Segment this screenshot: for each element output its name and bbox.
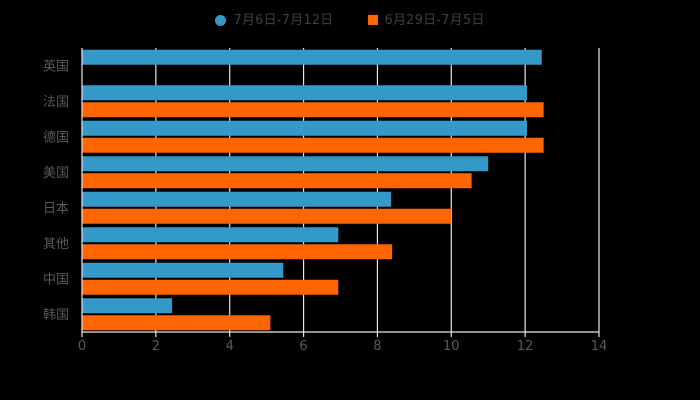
x-axis-tick-label: 12 bbox=[517, 339, 534, 354]
bar-current-韩国[interactable] bbox=[82, 298, 173, 314]
y-axis-label-其他: 其他 bbox=[43, 237, 69, 252]
circle-icon bbox=[215, 14, 227, 26]
x-axis-tick-labels: 0 2 4 6 8 10 12 14 bbox=[78, 339, 607, 354]
bar-current-美国[interactable] bbox=[82, 156, 489, 172]
bar-current-法国[interactable] bbox=[82, 85, 527, 101]
x-axis-tick-label: 0 bbox=[78, 339, 86, 354]
bar-previous-其他[interactable] bbox=[82, 244, 393, 260]
bar-current-日本[interactable] bbox=[82, 191, 392, 207]
y-axis-label-韩国: 韩国 bbox=[43, 308, 69, 323]
square-icon bbox=[367, 15, 378, 25]
bar-current-中国[interactable] bbox=[82, 262, 284, 278]
bar-previous-日本[interactable] bbox=[82, 208, 452, 224]
legend-label-current: 7月6日-7月12日 bbox=[233, 12, 334, 28]
bar-previous-德国[interactable] bbox=[82, 137, 544, 153]
legend-item-previous[interactable]: 6月29日-7月5日 bbox=[367, 12, 485, 28]
bar-current-德国[interactable] bbox=[82, 120, 527, 136]
y-axis-label-美国: 美国 bbox=[43, 166, 69, 181]
x-axis-tick-label: 4 bbox=[226, 339, 234, 354]
bar-previous-法国[interactable] bbox=[82, 102, 544, 118]
bar-series-group bbox=[82, 49, 544, 331]
chart-legend: 7月6日-7月12日 6月29日-7月5日 bbox=[0, 8, 700, 32]
bar-previous-中国[interactable] bbox=[82, 279, 339, 295]
y-axis-label-法国: 法国 bbox=[43, 95, 69, 110]
axis-lines bbox=[81, 48, 600, 337]
bar-previous-美国[interactable] bbox=[82, 173, 472, 189]
x-axis-tick-label: 2 bbox=[152, 339, 160, 354]
x-axis-tick-label: 6 bbox=[299, 339, 307, 354]
y-axis-label-日本: 日本 bbox=[43, 201, 69, 216]
x-axis-tick-label: 8 bbox=[373, 339, 381, 354]
y-axis-label-英国: 英国 bbox=[43, 59, 69, 74]
legend-item-current[interactable]: 7月6日-7月12日 bbox=[215, 14, 333, 27]
legend-label-previous: 6月29日-7月5日 bbox=[384, 12, 485, 28]
bar-current-其他[interactable] bbox=[82, 227, 339, 243]
x-axis-tick-label: 14 bbox=[591, 339, 608, 354]
y-axis-label-中国: 中国 bbox=[43, 272, 69, 287]
x-axis-tick-label: 10 bbox=[443, 339, 460, 354]
bar-current-英国[interactable] bbox=[82, 49, 542, 65]
y-axis-label-德国: 德国 bbox=[43, 130, 69, 145]
bar-previous-韩国[interactable] bbox=[82, 315, 271, 331]
